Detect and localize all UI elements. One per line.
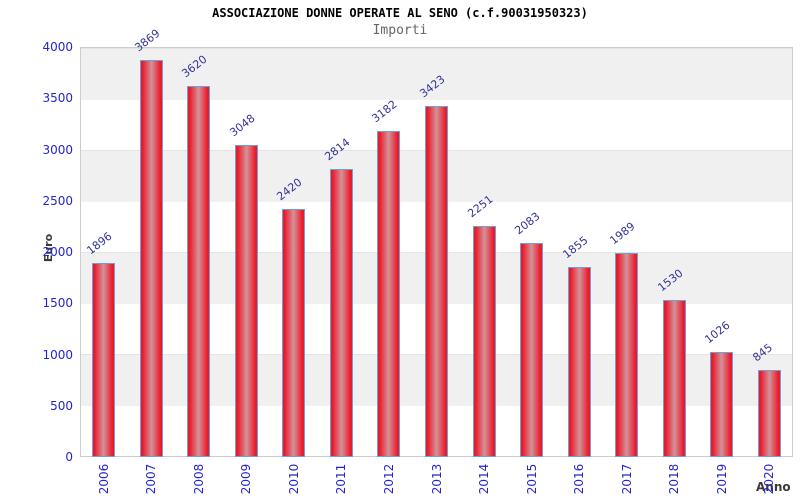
x-tick-label: 2019 (714, 463, 729, 495)
y-tick-label: 2000 (42, 245, 73, 259)
x-tick-label: 2013 (429, 463, 444, 495)
bar (520, 243, 544, 457)
x-tick-label: 2020 (762, 463, 777, 495)
y-tick-label: 0 (65, 450, 73, 464)
bar (425, 106, 448, 457)
x-tick-label: 2011 (334, 463, 349, 495)
x-tick-label: 2016 (572, 463, 587, 495)
y-tick-label: 3000 (42, 142, 73, 157)
chart-subtitle: Importi (372, 23, 428, 38)
x-tick-label: 2010 (286, 463, 301, 495)
y-tick-label: 2500 (42, 193, 73, 208)
y-tick-label: 500 (50, 398, 73, 413)
x-tick-label: 2012 (381, 463, 396, 495)
bar (472, 226, 496, 457)
x-axis-label: Anno (756, 480, 791, 494)
bar (662, 300, 686, 457)
bar (710, 351, 734, 457)
x-tick-label: 2008 (191, 463, 206, 495)
y-tick-label: 1000 (42, 347, 73, 362)
bar (615, 253, 639, 457)
y-tick-label: 1500 (42, 296, 73, 311)
y-tick-label: 3500 (42, 91, 73, 106)
bar (187, 85, 211, 457)
bar (92, 262, 116, 457)
chart-title: ASSOCIAZIONE DONNE OPERATE AL SENO (c.f.… (212, 6, 588, 20)
x-tick-label: 2018 (667, 463, 682, 495)
x-tick-label: 2014 (477, 463, 492, 495)
y-tick-label: 4000 (42, 40, 73, 54)
bar (377, 130, 401, 457)
bar (757, 370, 781, 457)
bar (567, 266, 591, 457)
x-tick-label: 2009 (239, 463, 254, 495)
x-tick-label: 2015 (524, 463, 539, 495)
bar (282, 208, 306, 457)
bar (234, 144, 258, 457)
x-tick-label: 2006 (96, 463, 111, 495)
x-tick-label: 2017 (619, 463, 634, 495)
bar (139, 60, 163, 457)
bar (329, 168, 353, 457)
x-tick-label: 2007 (144, 463, 159, 495)
